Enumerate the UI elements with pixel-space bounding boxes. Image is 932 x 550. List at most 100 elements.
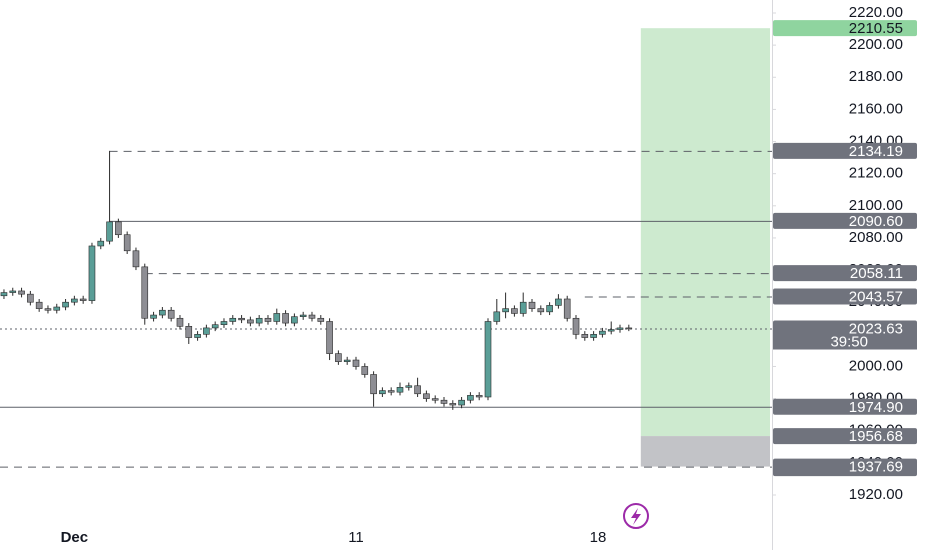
- y-tick-label: 2180.00: [849, 68, 903, 85]
- target-zone: [640, 28, 770, 437]
- lightning-icon[interactable]: [623, 503, 649, 529]
- price-label-bg: [773, 458, 917, 475]
- price-label: 2134.19: [849, 143, 903, 160]
- candle-body: [159, 309, 166, 316]
- candle-body: [467, 395, 474, 401]
- candle-body: [555, 298, 562, 306]
- candle-body: [106, 221, 113, 242]
- candle-body: [317, 317, 325, 322]
- candle-body: [616, 327, 624, 330]
- candle-body: [484, 321, 492, 398]
- candle-body: [387, 390, 395, 393]
- candle-body: [475, 395, 483, 398]
- candle-body: [440, 399, 448, 404]
- candle-body: [308, 314, 316, 319]
- x-tick-label: 18: [590, 529, 607, 546]
- candle-body: [502, 308, 509, 313]
- candle-body: [361, 366, 369, 375]
- candle-body: [352, 359, 360, 367]
- candle-body: [607, 329, 615, 332]
- candle-body: [581, 334, 589, 338]
- candle-body: [53, 306, 61, 311]
- candle-body: [405, 385, 413, 388]
- candle-body: [343, 359, 351, 362]
- candle-body: [35, 301, 43, 309]
- candle-body: [97, 240, 105, 247]
- price-label: 1956.68: [849, 428, 903, 445]
- candle-body: [572, 317, 580, 335]
- price-label-bg: [773, 320, 917, 337]
- candle-body: [291, 316, 298, 324]
- price-label: 2090.60: [849, 213, 903, 230]
- candle-body: [123, 234, 131, 252]
- icon-bolt: [631, 508, 641, 525]
- candle-body: [493, 311, 501, 322]
- candle-body: [203, 327, 210, 335]
- y-tick-label: 2080.00: [849, 229, 903, 246]
- candle-body: [44, 308, 52, 311]
- price-label-bg: [773, 398, 917, 415]
- candle-body: [185, 325, 193, 338]
- candle-body: [431, 398, 439, 401]
- y-tick-label: 2120.00: [849, 165, 903, 182]
- candle-body: [370, 374, 377, 395]
- candle-body: [282, 313, 289, 324]
- candle-body: [458, 399, 465, 406]
- candle-body: [211, 324, 219, 329]
- candle-body: [599, 330, 606, 335]
- x-tick-label: 11: [348, 529, 364, 546]
- price-label-bg: [773, 212, 917, 229]
- y-tick-label: 2160.00: [849, 100, 903, 117]
- candle-body: [115, 221, 122, 236]
- candle-body: [27, 293, 34, 303]
- y-tick-label: 2100.00: [849, 197, 903, 214]
- candle-body: [546, 305, 553, 313]
- price-label-bg: [773, 20, 917, 37]
- candle-body: [18, 290, 25, 295]
- y-tick-label: 2000.00: [849, 357, 903, 374]
- stop-zone: [640, 436, 770, 467]
- price-label-bg: [773, 265, 917, 282]
- candle-body: [167, 309, 175, 319]
- price-label-bg: [773, 428, 917, 445]
- candle-body: [537, 308, 545, 313]
- candle-body: [229, 317, 237, 322]
- candle-body: [247, 319, 254, 324]
- candle-body: [88, 245, 96, 301]
- candle-body: [0, 292, 8, 297]
- candle-body: [264, 317, 272, 322]
- candle-body: [528, 301, 536, 309]
- candle-body: [141, 266, 149, 319]
- candle-body: [625, 327, 633, 330]
- candle-body: [220, 321, 228, 325]
- y-tick-label: 2220.00: [849, 4, 903, 21]
- candle-body: [176, 317, 184, 327]
- price-label: 2043.57: [849, 288, 903, 305]
- candle-body: [255, 317, 263, 324]
- candle-body: [150, 314, 157, 319]
- candle-body: [449, 403, 457, 406]
- candle-body: [194, 334, 201, 338]
- y-tick-label: 2200.00: [849, 36, 903, 53]
- candle-body: [511, 308, 518, 314]
- candle-body: [335, 353, 342, 362]
- candle-body: [79, 298, 87, 301]
- icon-circle: [623, 503, 649, 529]
- candle-body: [326, 321, 333, 354]
- candle-body: [299, 314, 307, 317]
- candle-body: [423, 393, 430, 399]
- price-label: 2023.63: [849, 320, 903, 337]
- candle-body: [519, 301, 527, 314]
- price-label: 2210.55: [849, 20, 903, 37]
- countdown: 39:50: [830, 333, 868, 350]
- candle-body: [273, 313, 281, 322]
- candle-body: [9, 290, 17, 293]
- candle-body: [563, 298, 571, 319]
- candle-body: [132, 250, 140, 268]
- candle-body: [62, 301, 69, 308]
- countdown-bg: [773, 334, 917, 350]
- candle-body: [71, 298, 78, 303]
- price-label: 1974.90: [849, 399, 903, 416]
- candle-body: [590, 334, 597, 338]
